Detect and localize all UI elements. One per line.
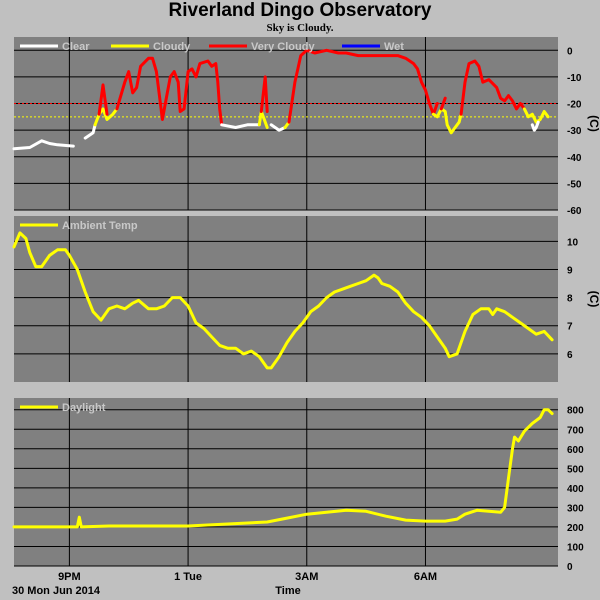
x-tick-label: 9PM	[58, 571, 81, 583]
y-tick-label: -50	[567, 179, 582, 190]
y-tick-label: 700	[567, 425, 584, 436]
clear-series-line	[269, 123, 287, 132]
y-axis-unit: (C)	[587, 291, 600, 308]
legend-label: Daylight	[62, 402, 106, 414]
y-tick-label: -20	[567, 100, 582, 111]
y-tick-label: 800	[567, 406, 584, 417]
ambient-temp-series-line	[12, 231, 554, 370]
legend-label: Cloudy	[153, 41, 191, 53]
very_cloudy-series-line	[287, 48, 439, 124]
very_cloudy-series-line	[115, 56, 224, 127]
very_cloudy-series-line	[97, 83, 109, 116]
daylight-plot-area	[14, 398, 558, 566]
clear-series-line	[83, 123, 97, 140]
clear-series-line	[530, 120, 540, 132]
page-title: Riverland Dingo Observatory	[168, 0, 432, 21]
y-tick-label: -40	[567, 153, 582, 164]
y-axis-unit: (C)	[587, 115, 600, 132]
legend-label: Very Cloudy	[251, 41, 315, 53]
y-tick-label: -30	[567, 126, 582, 137]
cloudy-series-line	[93, 107, 119, 127]
y-tick-label: 0	[567, 562, 573, 573]
daylight-series-line	[12, 408, 554, 529]
x-tick-label: 1 Tue	[174, 571, 202, 583]
clear-series-line	[12, 139, 75, 151]
daylight-panel: 800 700 600 500 400 300 200 100 0 Daylight	[12, 398, 584, 573]
y-tick-label: 600	[567, 445, 584, 456]
legend-label: Wet	[384, 41, 404, 53]
sky-panel: 0 -10 -20 -30 -40 -50 -60 Clear Cloudy Very Cloud…	[12, 37, 600, 217]
legend-label: Clear	[62, 41, 90, 53]
y-tick-label: -10	[567, 73, 582, 84]
y-tick-label: 9	[567, 265, 573, 276]
y-tick-label: -60	[567, 206, 582, 217]
very_cloudy-series-line	[459, 59, 526, 116]
very_cloudy-series-line	[259, 75, 269, 113]
x-axis-label: Time	[275, 585, 300, 597]
y-tick-label: 300	[567, 503, 584, 514]
y-tick-label: 100	[567, 542, 584, 553]
x-tick-label: 3AM	[295, 571, 318, 583]
y-tick-label: 0	[567, 46, 573, 57]
y-tick-label: 7	[567, 322, 573, 333]
y-tick-label: 500	[567, 464, 584, 475]
cloudy-series-line	[257, 110, 269, 129]
very_cloudy-series-line	[439, 96, 447, 111]
cloudy-series-line	[522, 107, 550, 124]
sky-status: Sky is Cloudy.	[266, 22, 334, 34]
y-tick-label: 10	[567, 237, 579, 248]
y-tick-label: 8	[567, 294, 573, 305]
y-tick-label: 6	[567, 350, 573, 361]
clear-series-line	[220, 123, 261, 129]
legend-label: Ambient Temp	[62, 220, 138, 232]
temp-panel: 10 9 8 7 6 Ambient Temp (C)	[12, 216, 600, 382]
date-label: 30 Mon Jun 2014	[12, 585, 101, 597]
y-tick-label: 400	[567, 484, 584, 495]
x-tick-label: 6AM	[414, 571, 437, 583]
cloudy-series-line	[431, 107, 463, 135]
y-tick-label: 200	[567, 523, 584, 534]
